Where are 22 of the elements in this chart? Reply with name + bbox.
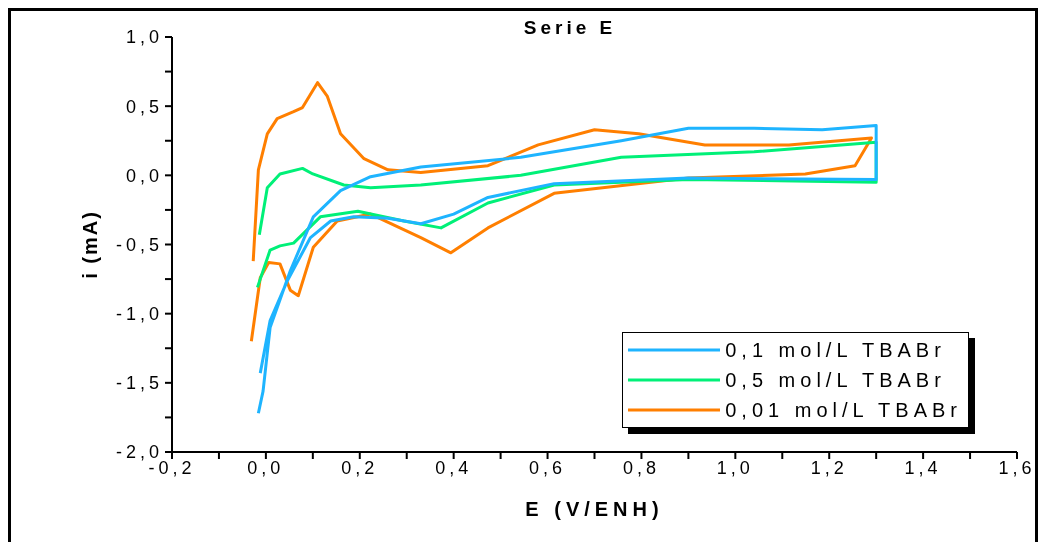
x-tick-label: 1,4 bbox=[904, 457, 942, 478]
x-tick-label: 1,0 bbox=[716, 457, 754, 478]
x-tick-label: 0,4 bbox=[435, 457, 473, 478]
y-tick-label: -1,5 bbox=[115, 373, 163, 394]
x-tick-label: 0,0 bbox=[247, 457, 285, 478]
x-tick-label: 0,6 bbox=[529, 457, 567, 478]
y-tick-label: -1,0 bbox=[115, 304, 163, 325]
x-axis-title: E (V/ENH) bbox=[525, 498, 664, 521]
y-tick-label: -0,5 bbox=[115, 234, 163, 255]
x-tick-label: 1,6 bbox=[998, 457, 1036, 478]
chart-title: Serie E bbox=[523, 17, 617, 38]
x-tick-label: 1,2 bbox=[810, 457, 848, 478]
y-tick-label: 0,0 bbox=[125, 165, 163, 186]
x-tick-label: 0,8 bbox=[622, 457, 660, 478]
legend-label: 0,01 mol/L TBABr bbox=[725, 398, 962, 422]
legend-label: 0,1 mol/L TBABr bbox=[725, 338, 946, 362]
y-axis-title: i (mA) bbox=[79, 210, 102, 279]
legend-label: 0,5 mol/L TBABr bbox=[725, 368, 946, 392]
y-tick-label: 0,5 bbox=[125, 96, 163, 117]
x-tick-label: 0,2 bbox=[341, 457, 379, 478]
y-tick-label: 1,0 bbox=[125, 27, 163, 48]
x-tick-label: -0,2 bbox=[148, 457, 196, 478]
